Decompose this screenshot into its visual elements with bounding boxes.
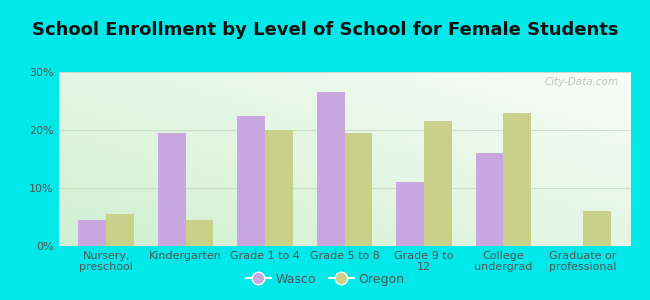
Bar [583, 211, 610, 246]
Bar [106, 214, 134, 246]
Bar [237, 116, 265, 246]
Bar [79, 220, 106, 246]
Text: City-Data.com: City-Data.com [545, 77, 619, 87]
Text: School Enrollment by Level of School for Female Students: School Enrollment by Level of School for… [32, 21, 618, 39]
Bar [503, 112, 531, 246]
Bar [344, 133, 372, 246]
Bar [265, 130, 293, 246]
Bar [476, 153, 503, 246]
Bar [186, 220, 213, 246]
Bar [424, 121, 452, 246]
Legend: Wasco, Oregon: Wasco, Oregon [240, 268, 410, 291]
Bar [158, 133, 186, 246]
Bar [317, 92, 345, 246]
Bar [396, 182, 424, 246]
